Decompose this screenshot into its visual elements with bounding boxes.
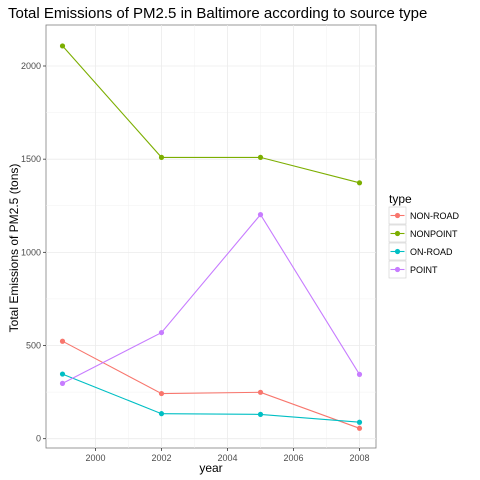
series-line-non-road [62, 340, 360, 429]
x-tick-label: 2002 [151, 453, 171, 463]
data-point-non-road [257, 389, 264, 395]
data-point-point [356, 371, 363, 377]
y-tick-label: 1000 [21, 247, 41, 257]
x-tick-label: 2008 [349, 453, 369, 463]
data-point-point [158, 329, 165, 336]
data-point-point [59, 380, 66, 386]
y-tick-label: 2000 [21, 61, 41, 71]
y-tick-label: 0 [36, 434, 41, 444]
series-lines [62, 45, 360, 429]
legend-label-nonpoint: NONPOINT [410, 229, 458, 239]
x-tick-label: 2006 [283, 453, 303, 463]
series-line-point [62, 213, 360, 384]
data-point-nonpoint [257, 154, 264, 160]
data-point-on-road [356, 419, 363, 425]
x-tick-label: 2000 [85, 453, 105, 463]
legend-key-point-nonpoint [394, 230, 401, 237]
data-point-nonpoint [59, 43, 66, 49]
legend-title: type [389, 192, 412, 206]
x-axis-title: year [199, 461, 222, 475]
chart-title: Total Emissions of PM2.5 in Baltimore ac… [8, 5, 427, 22]
data-point-point [257, 212, 264, 218]
legend-key-point-on-road [394, 248, 401, 255]
legend-label-non-road: NON-ROAD [410, 211, 459, 221]
gridlines [46, 25, 376, 448]
data-point-non-road [356, 425, 363, 431]
legend-key-point-non-road [394, 212, 401, 219]
data-point-nonpoint [158, 154, 165, 160]
y-tick-label: 500 [26, 341, 41, 351]
series-line-nonpoint [62, 45, 360, 184]
legend-label-point: POINT [410, 265, 438, 275]
legend-key-point-point [394, 266, 401, 273]
series-points [59, 43, 363, 431]
data-point-on-road [59, 371, 66, 377]
y-axis-ticks: 0 500 1000 1500 2000 [21, 61, 46, 444]
x-tick-label: 2004 [217, 453, 237, 463]
series-line-on-road [62, 373, 360, 423]
legend-label-on-road: ON-ROAD [410, 247, 453, 257]
data-point-nonpoint [356, 180, 363, 186]
y-tick-label: 1500 [21, 154, 41, 164]
y-axis-title: Total Emissions of PM2.5 (tons) [7, 164, 21, 333]
data-point-on-road [257, 411, 264, 417]
plot-panel [45, 24, 377, 449]
data-point-non-road [158, 390, 165, 397]
data-point-non-road [59, 338, 66, 344]
x-axis-ticks: 2000 2002 2004 2006 2008 [85, 448, 370, 463]
legend: type NON-ROAD NONPOINT ON-ROAD POINT [388, 192, 459, 279]
data-point-on-road [158, 411, 165, 417]
